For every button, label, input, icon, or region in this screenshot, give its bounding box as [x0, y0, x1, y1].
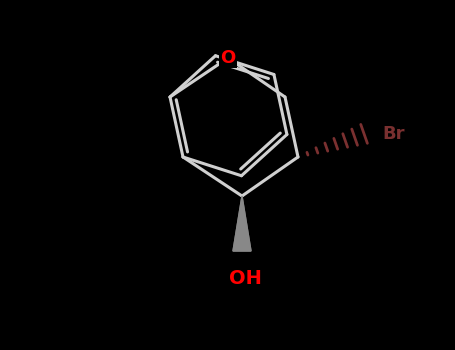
- Text: OH: OH: [228, 269, 262, 288]
- Text: Br: Br: [382, 125, 404, 143]
- Text: O: O: [220, 49, 236, 67]
- Polygon shape: [233, 196, 251, 251]
- Polygon shape: [233, 196, 251, 251]
